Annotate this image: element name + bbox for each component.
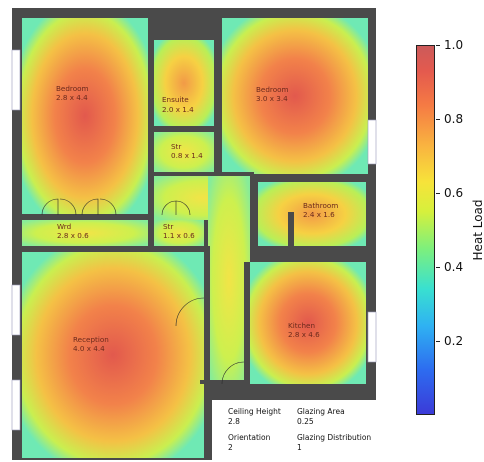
colorbar-tick	[436, 193, 440, 194]
room-name: Bedroom	[56, 84, 89, 93]
colorbar-tick-label: 0.4	[444, 260, 464, 274]
glazing-distribution-info: Glazing Distribution 1	[297, 433, 371, 453]
room-ensuite	[154, 40, 214, 126]
ceiling-height-label: Ceiling Height	[228, 407, 281, 416]
room-bedroom-1	[22, 18, 148, 214]
room-dims: 4.0 x 4.4	[73, 344, 105, 353]
room-dims: 0.8 x 1.4	[171, 151, 203, 160]
room-storage-2	[154, 220, 204, 246]
orientation-label: Orientation	[228, 433, 271, 442]
room-dims: 3.0 x 3.4	[256, 94, 288, 103]
colorbar-tick	[436, 341, 440, 342]
room-name: Reception	[73, 335, 109, 344]
room-name: Ensuite	[162, 95, 189, 104]
room-bedroom-2	[222, 18, 368, 174]
colorbar-title: Heat Load	[471, 199, 484, 261]
orientation-info: Orientation 2	[228, 433, 270, 453]
colorbar-tick-label: 0.8	[444, 112, 464, 126]
colorbar-tick	[436, 119, 440, 120]
ceiling-height-info: Ceiling Height 2.8	[228, 407, 281, 427]
colorbar	[416, 45, 435, 415]
glazing-area-info: Glazing Area 0.25	[297, 407, 345, 427]
room-kitchen	[250, 262, 366, 384]
room-dims: 1.1 x 0.6	[163, 231, 195, 240]
room-name: Str	[163, 222, 173, 231]
colorbar-tick-label: 1.0	[444, 38, 464, 52]
room-dims: 2.4 x 1.6	[303, 210, 335, 219]
room-name: Str	[171, 142, 181, 151]
glazing-area-value: 0.25	[297, 417, 314, 426]
glazing-area-label: Glazing Area	[297, 407, 345, 416]
hallway	[154, 176, 250, 382]
entrance-gap	[212, 400, 380, 462]
room-storage-1	[154, 132, 214, 172]
orientation-value: 2	[228, 443, 233, 452]
room-dims: 2.8 x 4.6	[288, 330, 320, 339]
room-labels: Bedroom 2.8 x 4.4 Ensuite 2.0 x 1.4 Bedr…	[56, 84, 338, 353]
room-dims: 2.8 x 4.4	[56, 93, 88, 102]
room-name: Wrd	[57, 222, 71, 231]
room-name: Bathroom	[303, 201, 338, 210]
glazing-distribution-label: Glazing Distribution	[297, 433, 372, 442]
room-reception	[22, 252, 204, 458]
room-name: Kitchen	[288, 321, 315, 330]
room-dims: 2.8 x 0.6	[57, 231, 89, 240]
room-dims: 2.0 x 1.4	[162, 105, 194, 114]
interior-walls	[22, 14, 370, 406]
colorbar-tick-label: 0.2	[444, 334, 464, 348]
colorbar-tick-label: 0.6	[444, 186, 464, 200]
room-bathroom	[258, 182, 366, 246]
colorbar-tick	[436, 45, 440, 46]
colorbar-tick	[436, 267, 440, 268]
glazing-distribution-value: 1	[297, 443, 302, 452]
room-wardrobe	[22, 220, 148, 246]
room-name: Bedroom	[256, 85, 289, 94]
ceiling-height-value: 2.8	[228, 417, 240, 426]
windows	[11, 49, 377, 431]
door-swings	[41, 198, 245, 385]
